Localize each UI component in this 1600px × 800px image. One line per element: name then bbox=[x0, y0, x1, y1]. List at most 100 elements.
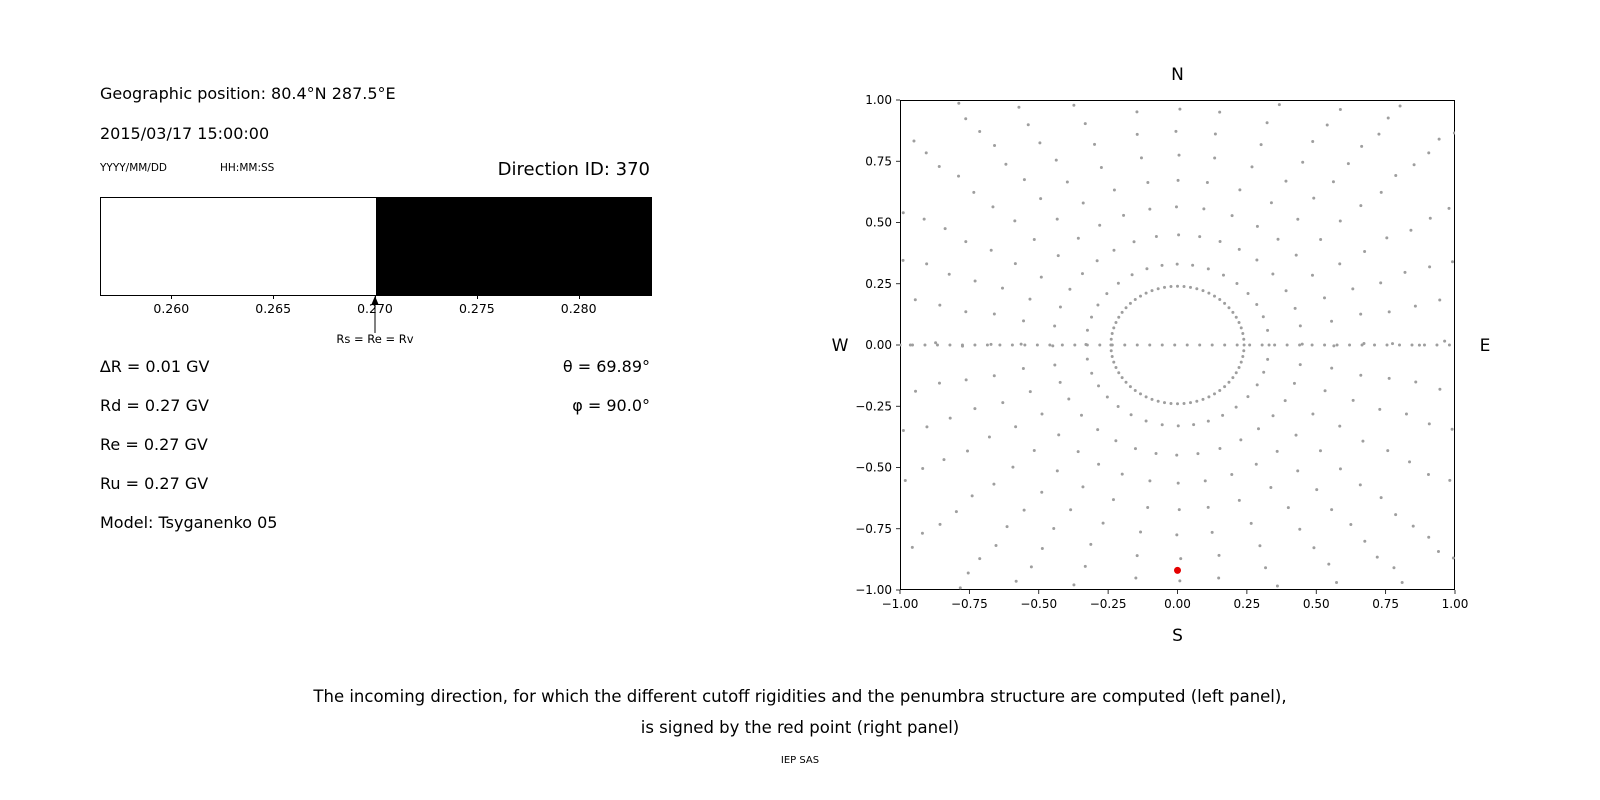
x-tick-label: −1.00 bbox=[882, 597, 919, 611]
spoke-dot bbox=[1038, 141, 1042, 145]
spoke-dot bbox=[1330, 508, 1334, 512]
ring-dot bbox=[1227, 380, 1231, 384]
spoke-dot bbox=[1255, 383, 1259, 387]
spoke-dot bbox=[1361, 439, 1365, 443]
axis-row-dot bbox=[998, 343, 1002, 347]
spoke-dot bbox=[1360, 144, 1364, 148]
spoke-dot bbox=[1120, 472, 1124, 476]
datetime: 2015/03/17 15:00:00 bbox=[100, 124, 270, 143]
spoke-dot bbox=[1053, 324, 1057, 328]
spoke-dot bbox=[1069, 508, 1073, 512]
spoke-dot bbox=[1130, 273, 1134, 277]
axis-row-dot bbox=[1098, 343, 1102, 347]
spoke-dot bbox=[1076, 450, 1080, 454]
spoke-dot bbox=[1191, 263, 1195, 267]
spoke-dot bbox=[1210, 530, 1214, 534]
spoke-dot bbox=[1404, 412, 1408, 416]
spoke-dot bbox=[1098, 223, 1102, 227]
spoke-dot bbox=[993, 144, 997, 148]
spoke-dot bbox=[1275, 449, 1279, 453]
spoke-dot bbox=[925, 262, 929, 266]
spoke-dot bbox=[992, 374, 996, 378]
spoke-dot bbox=[1175, 262, 1179, 266]
spoke-dot bbox=[1359, 204, 1363, 208]
ring-dot bbox=[1169, 402, 1173, 406]
spoke-dot bbox=[1387, 310, 1391, 314]
ring-dot bbox=[1109, 349, 1113, 353]
ring-dot bbox=[1138, 294, 1142, 298]
axis-row-dot bbox=[1348, 343, 1352, 347]
y-tick-label: −0.75 bbox=[855, 522, 892, 536]
spoke-dot bbox=[1375, 555, 1379, 559]
spoke-dot bbox=[1255, 224, 1259, 228]
ring-dot bbox=[1223, 385, 1227, 389]
y-tick-label: 0.50 bbox=[865, 216, 892, 230]
spoke-dot bbox=[1039, 275, 1043, 279]
spoke-dot bbox=[1129, 413, 1133, 417]
delta-r-value: ∆R = 0.01 GV bbox=[100, 357, 210, 376]
penumbra-tick bbox=[375, 295, 376, 299]
spoke-dot bbox=[1292, 381, 1296, 385]
axis-row-dot bbox=[1435, 343, 1439, 347]
spoke-dot bbox=[1097, 384, 1101, 388]
penumbra-segment bbox=[376, 198, 651, 295]
ring-dot bbox=[1163, 285, 1167, 289]
spoke-dot bbox=[934, 341, 938, 345]
spoke-dot bbox=[1154, 234, 1158, 238]
date-format-label: YYYY/MM/DD bbox=[100, 162, 168, 174]
spoke-dot bbox=[1174, 129, 1178, 133]
spoke-dot bbox=[1310, 273, 1314, 277]
spoke-dot bbox=[1085, 328, 1089, 332]
spoke-dot bbox=[1017, 105, 1021, 109]
spoke-dot bbox=[1293, 306, 1297, 310]
spoke-dot bbox=[1258, 544, 1262, 548]
spoke-dot bbox=[908, 343, 912, 347]
rd-value: Rd = 0.27 GV bbox=[100, 396, 209, 415]
spoke-dot bbox=[1122, 213, 1126, 217]
spoke-dot bbox=[1213, 132, 1217, 136]
spoke-dot bbox=[1175, 453, 1179, 457]
spoke-dot bbox=[1139, 530, 1143, 534]
spoke-dot bbox=[1083, 564, 1087, 568]
spoke-dot bbox=[1148, 207, 1152, 211]
spoke-dot bbox=[970, 494, 974, 498]
spoke-dot bbox=[1174, 205, 1178, 209]
x-tick-label: 1.00 bbox=[1442, 597, 1469, 611]
spoke-dot bbox=[1294, 253, 1298, 257]
spoke-dot bbox=[912, 139, 916, 143]
spoke-dot bbox=[1408, 460, 1412, 464]
ring-dot bbox=[1182, 402, 1186, 406]
spoke-dot bbox=[1101, 521, 1105, 525]
compass-south: S bbox=[1172, 626, 1183, 646]
spoke-dot bbox=[1178, 579, 1182, 583]
spoke-dot bbox=[1338, 108, 1342, 112]
spoke-dot bbox=[1386, 116, 1390, 120]
spoke-dot bbox=[1411, 524, 1415, 528]
axis-row-dot bbox=[1360, 343, 1364, 347]
spoke-dot bbox=[957, 174, 961, 178]
spoke-dot bbox=[978, 129, 982, 133]
spoke-dot bbox=[1417, 343, 1421, 347]
ring-dot bbox=[1195, 287, 1199, 291]
spoke-dot bbox=[991, 205, 995, 209]
ring-dot bbox=[1150, 397, 1154, 401]
ring-dot bbox=[1237, 366, 1241, 370]
spoke-dot bbox=[1160, 423, 1164, 427]
ring-dot bbox=[1150, 289, 1154, 293]
spoke-dot bbox=[1311, 140, 1315, 144]
spoke-dot bbox=[1438, 387, 1442, 391]
spoke-dot bbox=[1312, 546, 1316, 550]
axis-row-dot bbox=[1298, 343, 1302, 347]
spoke-dot bbox=[1097, 462, 1101, 466]
spoke-dot bbox=[1135, 110, 1139, 114]
spoke-dot bbox=[1001, 401, 1005, 405]
spoke-dot bbox=[1000, 286, 1004, 290]
spoke-dot bbox=[1413, 304, 1417, 308]
spoke-dot bbox=[1234, 405, 1238, 409]
spoke-dot bbox=[1436, 550, 1440, 554]
spoke-dot bbox=[1298, 324, 1302, 328]
spoke-dot bbox=[1014, 579, 1018, 583]
axis-row-dot bbox=[1235, 343, 1239, 347]
y-tick-label: 0.75 bbox=[865, 154, 892, 168]
spoke-dot bbox=[1132, 240, 1136, 244]
